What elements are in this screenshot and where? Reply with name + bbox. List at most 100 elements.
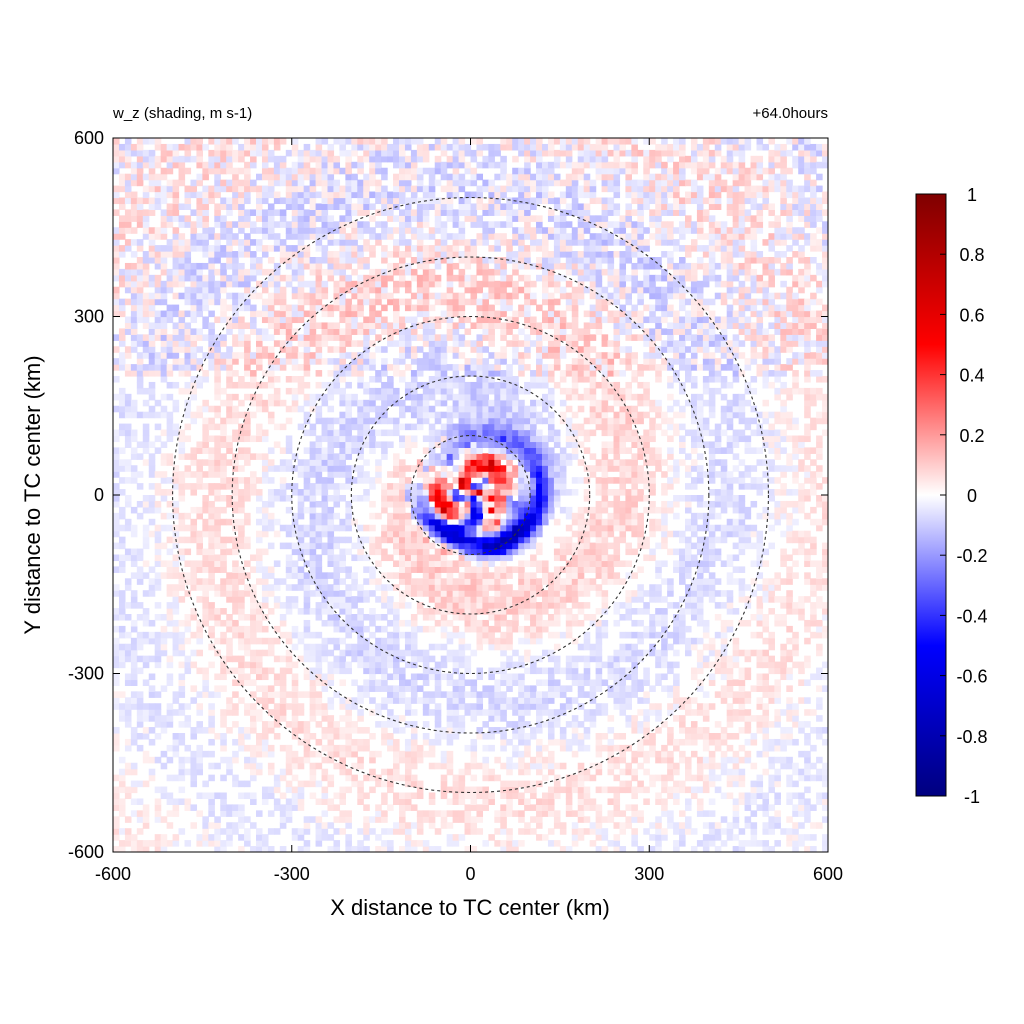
field-cell — [196, 149, 203, 157]
field-cell — [416, 251, 424, 258]
field-cell — [267, 173, 275, 181]
field-cell — [428, 560, 436, 567]
shading-field — [113, 138, 828, 852]
field-cell — [250, 649, 257, 657]
field-cell — [446, 334, 454, 341]
field-cell — [220, 495, 227, 502]
field-cell — [196, 548, 203, 556]
field-cell — [160, 316, 168, 324]
field-cell — [190, 762, 198, 770]
field-cell — [315, 834, 323, 841]
field-cell — [428, 179, 436, 187]
field-cell — [148, 465, 156, 472]
field-cell — [345, 512, 352, 520]
field-cell — [261, 548, 269, 556]
field-cell — [160, 268, 168, 276]
field-cell — [470, 625, 478, 633]
field-cell — [226, 756, 233, 764]
field-cell — [452, 578, 460, 585]
field-cell — [399, 191, 406, 199]
field-cell — [410, 387, 418, 395]
field-cell — [256, 840, 263, 847]
field-cell — [297, 203, 305, 210]
field-cell — [375, 138, 382, 145]
field-cell — [357, 524, 364, 532]
field-cell — [303, 191, 311, 199]
field-cell — [250, 138, 257, 145]
field-cell — [303, 489, 311, 496]
field-cell — [458, 554, 466, 562]
field-cell — [381, 197, 388, 205]
field-cell — [452, 536, 460, 544]
field-cell — [458, 381, 466, 389]
field-cell — [238, 596, 245, 603]
field-cell — [315, 286, 323, 294]
field-cell — [232, 155, 239, 163]
field-cell — [476, 512, 484, 520]
field-cell — [148, 161, 156, 169]
field-cell — [303, 245, 311, 252]
field-cell — [297, 762, 305, 770]
field-cell — [154, 840, 162, 847]
field-cell — [273, 518, 281, 526]
field-cell — [166, 548, 174, 556]
field-cell — [124, 643, 132, 651]
field-cell — [148, 352, 156, 359]
field-cell — [166, 304, 174, 312]
field-cell — [416, 554, 424, 562]
field-cell — [416, 608, 424, 615]
field-cell — [238, 631, 245, 639]
field-cell — [357, 209, 364, 216]
field-cell — [166, 703, 174, 710]
field-cell — [130, 780, 138, 788]
field-cell — [464, 590, 472, 597]
field-cell — [387, 536, 394, 544]
field-cell — [476, 762, 484, 770]
field-cell — [404, 251, 412, 258]
field-cell — [273, 602, 281, 609]
field-cell — [458, 268, 466, 276]
field-cell — [404, 286, 412, 294]
field-cell — [416, 566, 424, 573]
field-cell — [464, 280, 472, 288]
field-cell — [434, 274, 442, 282]
field-cell — [124, 191, 132, 199]
field-cell — [166, 524, 174, 532]
field-cell — [393, 655, 400, 663]
field-cell — [178, 364, 186, 371]
field-cell — [470, 471, 478, 478]
field-cell — [238, 810, 245, 817]
field-cell — [399, 251, 406, 258]
field-cell — [327, 155, 335, 163]
field-cell — [250, 322, 257, 329]
field-cell — [327, 584, 335, 591]
field-cell — [261, 310, 269, 318]
field-cell — [214, 846, 221, 852]
field-cell — [387, 215, 394, 222]
field-cell — [232, 691, 239, 698]
field-cell — [452, 399, 460, 407]
field-cell — [446, 703, 454, 710]
field-cell — [124, 215, 132, 222]
field-cell — [327, 393, 335, 401]
field-cell — [113, 447, 120, 454]
field-cell — [410, 744, 418, 752]
field-cell — [393, 750, 400, 758]
field-cell — [238, 245, 245, 252]
field-cell — [369, 447, 376, 454]
field-cell — [279, 792, 287, 800]
field-cell — [440, 495, 448, 502]
field-cell — [369, 661, 376, 669]
field-cell — [244, 631, 251, 639]
field-cell — [196, 280, 203, 288]
field-cell — [375, 721, 382, 728]
field-cell — [256, 191, 263, 199]
field-cell — [166, 280, 174, 288]
field-cell — [184, 352, 192, 359]
field-cell — [267, 245, 275, 252]
field-cell — [422, 816, 430, 823]
field-cell — [208, 578, 215, 585]
field-cell — [232, 721, 239, 728]
field-cell — [375, 376, 382, 383]
field-cell — [279, 399, 287, 407]
